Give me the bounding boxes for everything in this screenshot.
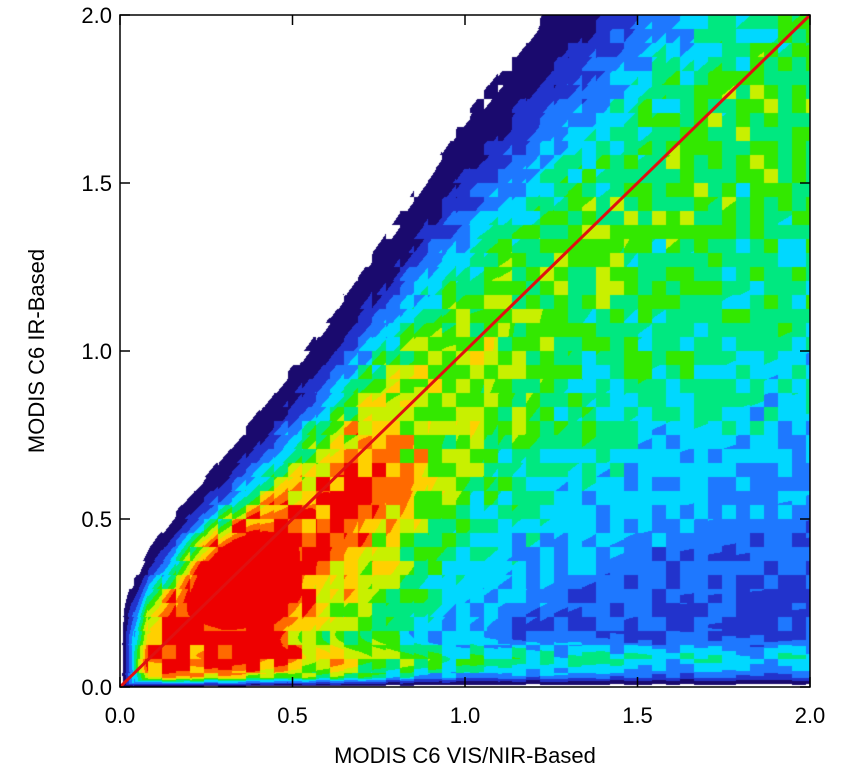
y-tick-label: 1.5 <box>81 171 112 196</box>
y-axis-ticks: 0.0 0.5 1.0 1.5 2.0 <box>81 3 810 700</box>
x-axis-ticks: 0.0 0.5 1.0 1.5 2.0 <box>105 15 826 728</box>
y-tick-label: 0.5 <box>81 507 112 532</box>
one-to-one-line <box>118 13 812 689</box>
y-tick-label: 2.0 <box>81 3 112 28</box>
x-tick-label: 1.5 <box>622 703 653 728</box>
y-axis-title: MODIS C6 IR-Based <box>24 249 49 453</box>
y-tick-label: 0.0 <box>81 675 112 700</box>
reference-line-group <box>118 13 812 689</box>
x-tick-label: 0.0 <box>105 703 136 728</box>
x-tick-label: 2.0 <box>795 703 826 728</box>
x-tick-label: 0.5 <box>277 703 308 728</box>
y-tick-label: 1.0 <box>81 339 112 364</box>
x-tick-label: 1.0 <box>450 703 481 728</box>
x-axis-title: MODIS C6 VIS/NIR-Based <box>334 743 596 768</box>
